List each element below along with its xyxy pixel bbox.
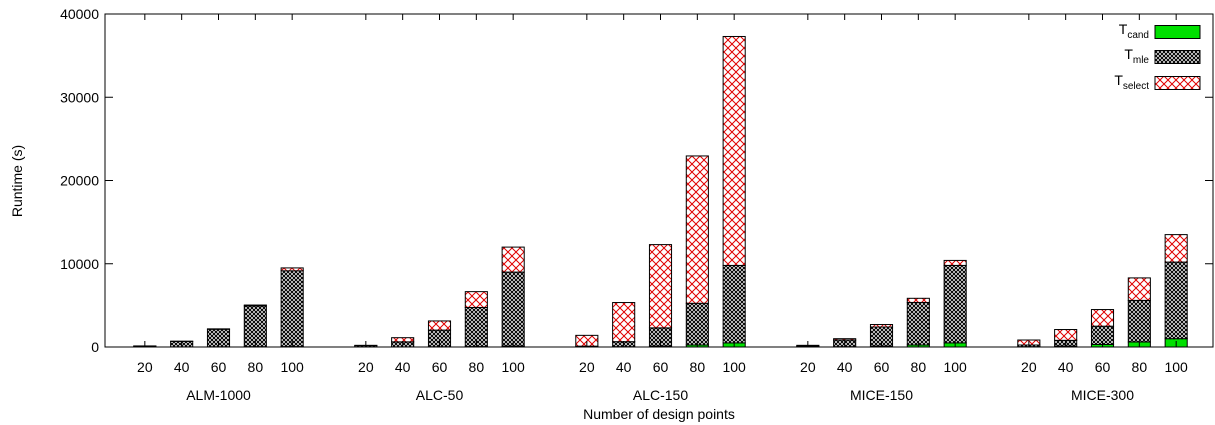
y-tick-label: 0 (91, 339, 99, 355)
x-tick-label: 60 (1095, 359, 1111, 375)
x-tick-label: 80 (911, 359, 927, 375)
legend-label-select: Tselect (1114, 72, 1149, 92)
legend-swatch-cand (1154, 25, 1201, 39)
x-tick-label: 40 (395, 359, 411, 375)
bar-t-select-mice-300-100 (1164, 234, 1188, 263)
bars-layer (133, 35, 1188, 348)
bar-t-select-alc-50-60 (427, 320, 452, 331)
x-tick-label: 80 (248, 359, 264, 375)
x-tick-label: 80 (469, 359, 485, 375)
bar-t-select-mice-300-80 (1127, 277, 1151, 301)
bar-t-select-mice-300-40 (1054, 329, 1078, 341)
x-tick-label: 60 (432, 359, 448, 375)
bar-t-select-alc-50-100 (501, 246, 525, 273)
legend: Tcand Tmle Tselect (1114, 21, 1201, 92)
y-tick-label: 40000 (60, 6, 99, 22)
bar-t-select-alc-150-100 (722, 35, 746, 266)
x-tick-label: 40 (1058, 359, 1074, 375)
x-tick-label: 80 (1132, 359, 1148, 375)
x-tick-label: 60 (211, 359, 227, 375)
bar-t-mle-alc-50-100 (501, 271, 525, 347)
x-tick-label: 20 (800, 359, 816, 375)
group-label-alm-1000: ALM-1000 (186, 387, 251, 403)
bar-t-mle-alc-50-80 (464, 306, 488, 348)
legend-swatch-mle (1154, 50, 1201, 64)
x-tick-label: 80 (690, 359, 706, 375)
x-tick-label: 60 (653, 359, 669, 375)
bar-t-select-mice-150-100 (943, 259, 967, 266)
axes-layer: 20 40 60 80 100 ALM-1000 20 40 60 80 100 ALC-50 20 40… (60, 6, 1214, 403)
group-label-mice-150: MICE-150 (850, 387, 913, 403)
x-tick-label: 20 (137, 359, 153, 375)
bar-t-select-mice-300-60 (1090, 309, 1115, 327)
bar-t-mle-mice-300-80 (1127, 299, 1151, 343)
bar-t-select-mice-150-80 (906, 297, 930, 303)
group-label-alc-50: ALC-50 (416, 387, 464, 403)
x-tick-label: 100 (501, 359, 525, 375)
x-tick-label: 20 (1021, 359, 1037, 375)
bar-t-select-alc-150-60 (648, 244, 673, 329)
bar-t-select-alc-150-40 (612, 302, 636, 343)
bar-t-select-alc-50-80 (464, 291, 488, 308)
y-tick-label: 30000 (60, 89, 99, 105)
bar-t-mle-mice-150-100 (943, 264, 967, 344)
bar-t-select-mice-150-40 (833, 338, 857, 341)
y-tick-label: 20000 (60, 173, 99, 189)
x-tick-label: 100 (1164, 359, 1188, 375)
bar-t-mle-alm-1000-80 (243, 305, 267, 348)
x-tick-label: 60 (874, 359, 890, 375)
bar-t-mle-mice-150-80 (906, 301, 930, 346)
legend-swatch-select (1154, 76, 1201, 90)
x-tick-label: 100 (280, 359, 304, 375)
x-tick-label: 100 (722, 359, 746, 375)
x-tick-label: 20 (579, 359, 595, 375)
x-tick-label: 40 (174, 359, 190, 375)
bar-t-mle-mice-300-100 (1164, 261, 1188, 340)
bar-t-mle-alm-1000-100 (280, 270, 304, 348)
legend-label-mle: Tmle (1124, 46, 1149, 66)
bar-t-select-alm-1000-100 (280, 267, 304, 272)
x-tick-label: 20 (358, 359, 374, 375)
bar-t-select-alc-150-80 (685, 155, 709, 304)
legend-label-cand: Tcand (1119, 21, 1149, 41)
group-label-alc-150: ALC-150 (633, 387, 688, 403)
y-axis-label: Runtime (s) (9, 145, 25, 217)
x-tick-label: 40 (837, 359, 853, 375)
x-axis-label: Number of design points (583, 406, 735, 422)
bar-t-mle-alc-150-100 (722, 264, 746, 344)
bar-t-select-alm-1000-80 (243, 304, 267, 307)
bar-t-select-mice-150-60 (869, 324, 894, 328)
x-tick-label: 100 (943, 359, 967, 375)
bar-t-mle-alc-150-80 (685, 302, 709, 346)
x-tick-label: 40 (616, 359, 632, 375)
y-tick-label: 10000 (60, 256, 99, 272)
group-label-mice-300: MICE-300 (1071, 387, 1134, 403)
